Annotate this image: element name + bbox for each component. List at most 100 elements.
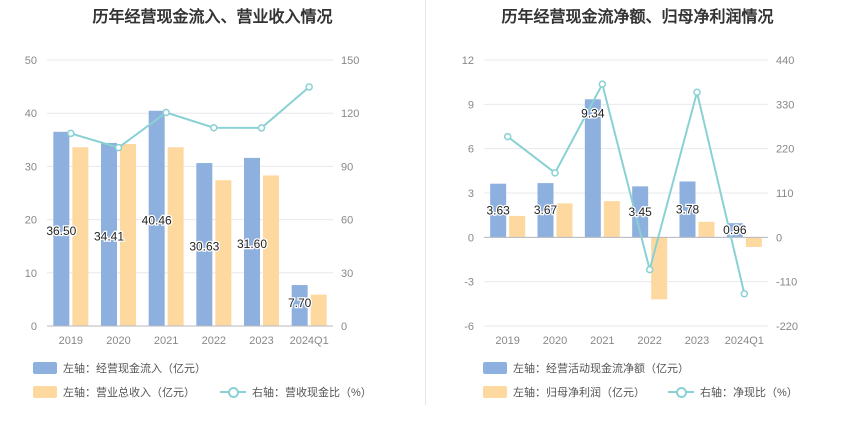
left-bar-value-label: 36.50 (46, 224, 76, 238)
panel-divider (425, 0, 426, 405)
left-bar-primary (53, 131, 70, 326)
left-bar-primary (291, 285, 308, 326)
right-bar-secondary (603, 201, 620, 238)
legend-swatch-blue (33, 362, 57, 374)
right-ratio-line (507, 81, 746, 294)
right-bar-secondary (698, 221, 715, 238)
legend-item-left-bar2[interactable]: 左轴：营业总收入（亿元） (33, 384, 195, 400)
left-x-tick-label: 2019 (59, 335, 83, 347)
legend-label-left-bar1: 左轴：经营现金流入（亿元） (63, 363, 206, 375)
left-bar-secondary (120, 144, 136, 326)
right-ratio-point (598, 80, 607, 88)
left-right-tick-label: 60 (341, 215, 353, 227)
legend-swatch-blue (483, 362, 507, 374)
legend-item-right-bar2[interactable]: 左轴：归母净利润（亿元） (483, 384, 645, 400)
left-left-tick-label: 10 (25, 268, 37, 280)
right-bar-value-label: 3.67 (534, 203, 558, 217)
chart-panel-right: 历年经营现金流净额、归母净利润情况 -6 -3 0 3 6 9 12 -220 -110 0 110… (425, 0, 850, 437)
right-right-tick-label: 440 (776, 55, 794, 67)
legend-line-icon (668, 386, 694, 398)
right-left-tick-label: -3 (464, 277, 474, 289)
left-bar-secondary (167, 147, 184, 326)
left-x-tick-label: 2020 (106, 335, 130, 347)
right-x-tick-label: 2023 (685, 335, 709, 347)
right-left-tick-label: 12 (462, 55, 474, 67)
chart-title-left: 历年经营现金流入、营业收入情况 (92, 9, 333, 26)
chart-right: -6 -3 0 3 6 9 12 -220 -110 0 110 220 330 440 2019 2020 2… (462, 55, 798, 347)
right-left-tick-label: 3 (468, 188, 474, 200)
left-bar-secondary (263, 175, 279, 326)
left-bar-primary (244, 157, 260, 326)
left-ratio-point (162, 108, 170, 117)
left-bar-value-label: 7.70 (288, 296, 312, 310)
legend-label-right-bar1: 左轴：经营活动现金流净额（亿元） (513, 363, 689, 375)
left-bar-secondary (215, 180, 232, 326)
legend-label-left-bar2: 左轴：营业总收入（亿元） (63, 387, 195, 399)
left-ratio-point (305, 83, 313, 91)
legend-label-right-line: 右轴：净现比（%） (700, 387, 798, 399)
right-bar-value-label: 3.45 (628, 205, 652, 219)
left-right-tick-label: 0 (341, 321, 347, 333)
left-bar-value-label: 30.63 (189, 240, 219, 254)
left-x-tick-label: 2023 (249, 335, 273, 347)
left-right-tick-label: 90 (341, 161, 353, 173)
right-ratio-point (693, 88, 701, 96)
left-x-tick-label: 2021 (154, 335, 178, 347)
right-bar-value-label: 0.96 (723, 223, 747, 237)
left-bar-value-label: 34.41 (94, 229, 124, 243)
left-left-tick-label: 30 (25, 161, 37, 173)
right-right-tick-label: 330 (776, 99, 794, 111)
right-bar-primary (679, 181, 696, 238)
left-bar-primary (101, 142, 117, 326)
right-right-tick-label: -110 (776, 277, 797, 289)
right-bar-value-label: 3.78 (676, 202, 700, 216)
left-ratio-point (210, 123, 218, 132)
right-ratio-point (740, 290, 749, 298)
legend-swatch-orange (33, 386, 57, 398)
right-bar-secondary (745, 237, 762, 247)
left-right-tick-label: 30 (341, 268, 353, 280)
chart-left: 0 10 20 30 40 50 0 30 60 90 120 150 2019 2020 2021 2022… (25, 55, 360, 347)
right-left-tick-label: 6 (468, 144, 474, 156)
right-x-tick-label: 2022 (637, 335, 661, 347)
chart-panel-left: 历年经营现金流入、营业收入情况 0 10 20 30 40 50 0 30 60 90 120 150… (25, 9, 372, 400)
right-bar-primary (584, 99, 601, 238)
left-left-tick-label: 40 (25, 108, 37, 120)
legend-item-right-line[interactable]: 右轴：净现比（%） (668, 384, 798, 400)
right-left-tick-label: 9 (468, 99, 474, 111)
left-bar-secondary (310, 294, 327, 326)
left-bar-value-label: 40.46 (142, 213, 172, 227)
right-bar-secondary (651, 237, 668, 300)
right-bar-primary (490, 183, 507, 238)
left-bar-secondary (72, 147, 89, 326)
right-bar-value-label: 9.34 (581, 106, 605, 120)
right-right-tick-label: 110 (776, 188, 794, 200)
right-bar-primary (537, 183, 554, 238)
left-x-tick-label: 2022 (202, 335, 226, 347)
legend-item-right-bar1[interactable]: 左轴：经营活动现金流净额（亿元） (483, 360, 689, 376)
right-ratio-point (551, 169, 559, 177)
right-bar-secondary (556, 203, 573, 238)
left-ratio-point (114, 143, 123, 152)
right-x-tick-label: 2019 (495, 335, 519, 347)
right-left-tick-label: 0 (468, 232, 474, 244)
left-left-tick-label: 20 (25, 215, 37, 227)
right-x-tick-label: 2021 (590, 335, 614, 347)
right-left-tick-label: -6 (464, 321, 474, 333)
left-left-tick-label: 50 (25, 55, 37, 67)
legend-item-left-line[interactable]: 右轴：营收现金比（%） (220, 384, 372, 400)
left-left-tick-label: 0 (31, 321, 37, 333)
legend-line-icon (220, 386, 246, 398)
right-bar-primary (632, 186, 649, 238)
left-bar-primary (196, 163, 213, 326)
left-bar-primary (148, 110, 165, 326)
left-right-tick-label: 120 (341, 108, 359, 120)
right-right-tick-label: 220 (776, 144, 794, 156)
legend-label-right-bar2: 左轴：归母净利润（亿元） (513, 387, 645, 399)
left-bar-value-label: 31.60 (237, 237, 267, 251)
left-ratio-line (70, 86, 310, 149)
legend-swatch-orange (483, 386, 507, 398)
left-ratio-point (67, 129, 75, 138)
left-right-tick-label: 150 (341, 55, 359, 67)
legend-item-left-bar1[interactable]: 左轴：经营现金流入（亿元） (33, 360, 206, 376)
